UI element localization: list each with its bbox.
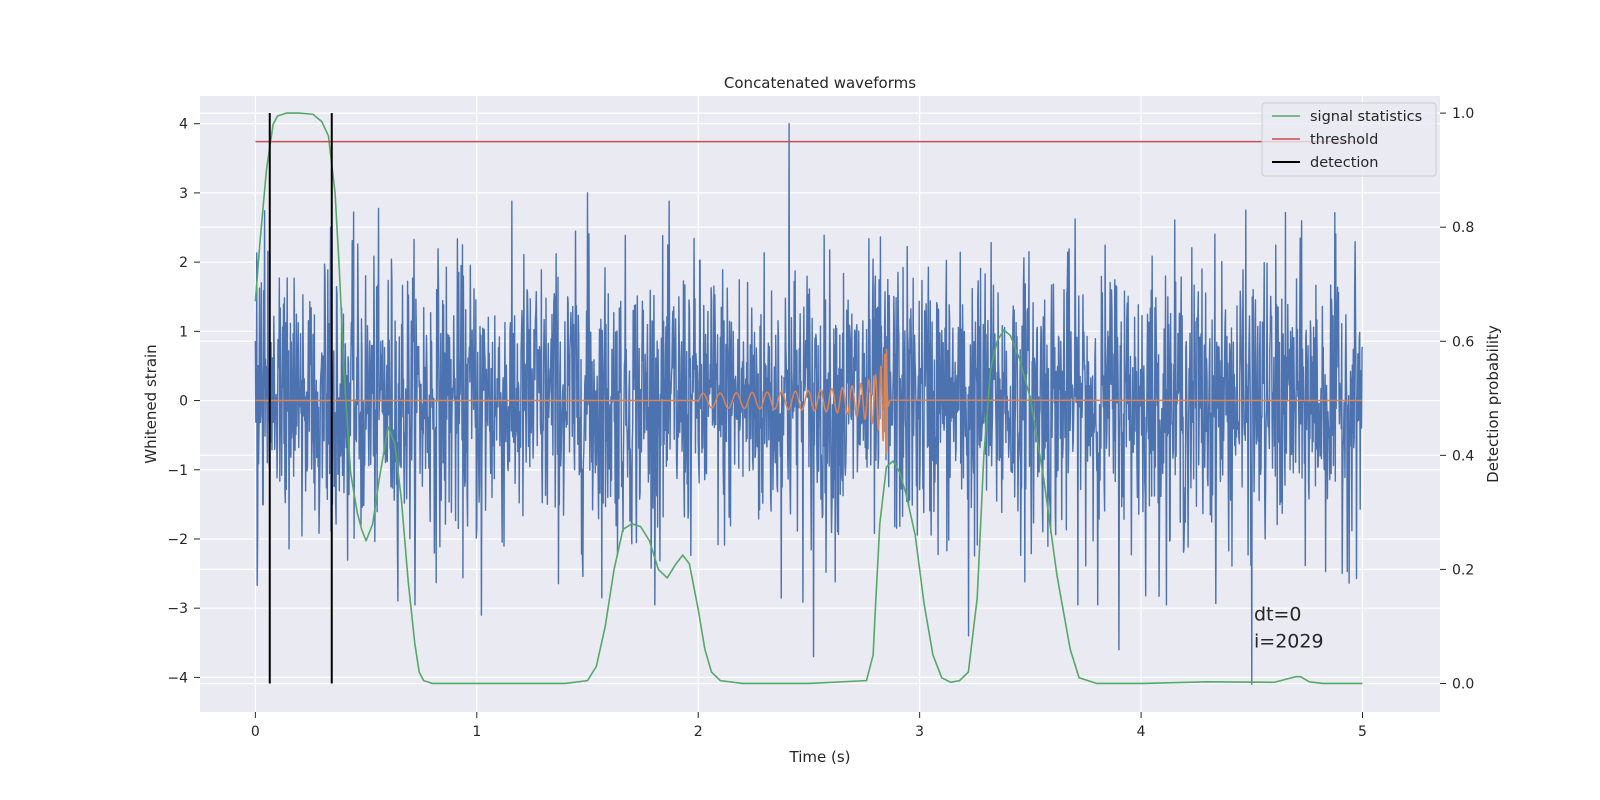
noise-series [254, 122, 1364, 686]
x-tick-label: 2 [694, 724, 703, 740]
y-tick-label: −3 [167, 601, 188, 617]
y-tick-label: −1 [167, 463, 188, 479]
x-tick-label: 5 [1358, 724, 1367, 740]
noise-line [254, 122, 1364, 686]
legend: signal statistics threshold detection [1261, 102, 1437, 177]
legend-signal-statistics-label: signal statistics [1310, 109, 1422, 125]
x-axis-label: Time (s) [789, 748, 851, 766]
y2-axis-label: Detection probability [1484, 325, 1502, 483]
chart-title: Concatenated waveforms [724, 74, 916, 92]
y2-tick-label: 0.8 [1452, 220, 1474, 236]
axes: 0 1 2 3 4 5 −4 −3 −2 −1 0 1 2 3 4 0.0 0.2 0.4 0.6 0.8 1.0 [167, 106, 1474, 740]
legend-detection-label: detection [1310, 155, 1378, 171]
annotation-text: dt=0 [1254, 604, 1302, 626]
x-tick-label: 0 [251, 724, 260, 740]
y-tick-label: 2 [179, 255, 188, 271]
y-tick-label: −4 [167, 670, 188, 686]
y2-tick-label: 0.4 [1452, 448, 1474, 464]
y2-tick-label: 0.2 [1452, 562, 1474, 578]
signal-statistics-line [254, 112, 1363, 685]
legend-threshold-label: threshold [1310, 132, 1378, 148]
y-tick-label: 3 [179, 186, 188, 202]
injection-line [255, 348, 1363, 455]
signal-statistics-series [254, 112, 1363, 685]
annotations: dt=0 i=2029 [1254, 604, 1324, 653]
y2-tick-label: 0.6 [1452, 334, 1474, 350]
y-axis-label: Whitened strain [142, 344, 160, 463]
x-tick-label: 4 [1137, 724, 1146, 740]
y2-tick-label: 1.0 [1452, 106, 1474, 122]
y-tick-label: 4 [179, 117, 188, 133]
x-tick-label: 1 [472, 724, 481, 740]
y-tick-label: −2 [167, 532, 188, 548]
x-tick-label: 3 [915, 724, 924, 740]
y-tick-label: 0 [179, 394, 188, 410]
legend-box [1261, 102, 1437, 177]
y-tick-label: 1 [179, 324, 188, 340]
annotation-text: i=2029 [1254, 631, 1324, 653]
injection-series [255, 348, 1363, 455]
y2-tick-label: 0.0 [1452, 676, 1474, 692]
